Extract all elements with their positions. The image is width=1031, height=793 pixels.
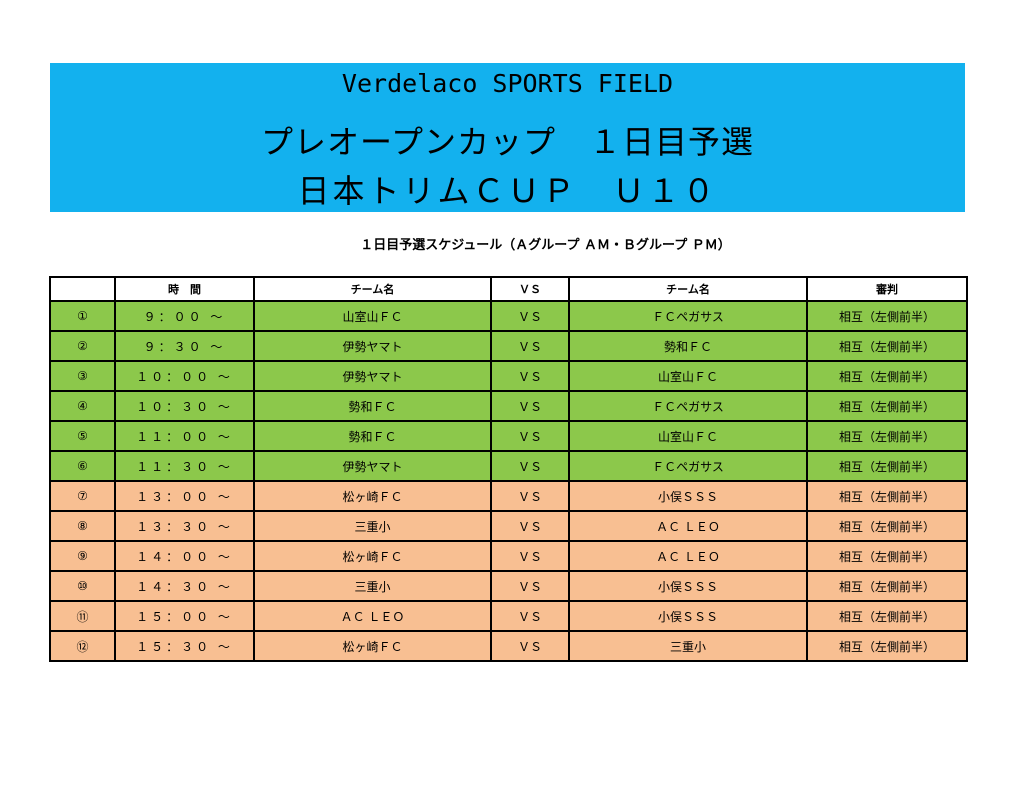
referee-cell: 相互（左側前半） [806, 390, 968, 422]
table-row: ② ９：３０ ～伊勢ヤマト ＶＳ 勢和ＦＣ 相互（左側前半） [49, 330, 968, 362]
team-left-cell: 伊勢ヤマト [253, 360, 492, 392]
match-number-cell: ① [49, 300, 116, 332]
vs-label-cell: ＶＳ [490, 570, 570, 602]
match-time-cell: １１：３０ ～ [114, 450, 255, 482]
vs-label-cell: ＶＳ [490, 630, 570, 662]
table-row: ⑥ １１：３０ ～伊勢ヤマト ＶＳ ＦＣペガサス 相互（左側前半） [49, 450, 968, 482]
team-right-cell: 山室山ＦＣ [568, 360, 808, 392]
team-right-cell: ＦＣペガサス [568, 450, 808, 482]
table-row: ⑫ １５：３０ ～松ヶ崎ＦＣ ＶＳ 三重小 相互（左側前半） [49, 630, 968, 662]
referee-cell: 相互（左側前半） [806, 420, 968, 452]
header-team2: チーム名 [568, 276, 808, 302]
match-number-cell: ⑦ [49, 480, 116, 512]
match-number-cell: ⑨ [49, 540, 116, 572]
referee-cell: 相互（左側前半） [806, 510, 968, 542]
table-row: ⑪ １５：００ ～ ＡＣ ＬＥＯ ＶＳ 小俣ＳＳＳ 相互（左側前半） [49, 600, 968, 632]
team-right-cell: ＦＣペガサス [568, 300, 808, 332]
team-left-cell: 松ヶ崎ＦＣ [253, 630, 492, 662]
vs-label-cell: ＶＳ [490, 450, 570, 482]
match-time-cell: １０：００ ～ [114, 360, 255, 392]
team-left-cell: 勢和ＦＣ [253, 390, 492, 422]
vs-label-cell: ＶＳ [490, 540, 570, 572]
team-left-cell: 松ヶ崎ＦＣ [253, 540, 492, 572]
match-time-cell: １１：００ ～ [114, 420, 255, 452]
match-time-cell: １０：３０ ～ [114, 390, 255, 422]
referee-cell: 相互（左側前半） [806, 480, 968, 512]
team-left-cell: 山室山ＦＣ [253, 300, 492, 332]
team-left-cell: 勢和ＦＣ [253, 420, 492, 452]
match-number-cell: ③ [49, 360, 116, 392]
match-number-cell: ⑪ [49, 600, 116, 632]
schedule-table: 時 間 チーム名 ＶＳ チーム名 審判 ① ９：００ ～山室山ＦＣ ＶＳ ＦＣペガサス… [49, 276, 968, 662]
match-time-cell: １３：００ ～ [114, 480, 255, 512]
referee-cell: 相互（左側前半） [806, 360, 968, 392]
header-time: 時 間 [114, 276, 255, 302]
title-banner: Verdelaco SPORTS FIELD プレオープンカップ １日目予選 日… [50, 63, 965, 212]
team-left-cell: 三重小 [253, 570, 492, 602]
team-left-cell: 伊勢ヤマト [253, 450, 492, 482]
team-right-cell: 山室山ＦＣ [568, 420, 808, 452]
header-no [49, 276, 116, 302]
match-number-cell: ⑧ [49, 510, 116, 542]
team-left-cell: ＡＣ ＬＥＯ [253, 600, 492, 632]
table-header-row: 時 間 チーム名 ＶＳ チーム名 審判 [49, 276, 968, 302]
match-time-cell: １４：３０ ～ [114, 570, 255, 602]
header-team1: チーム名 [253, 276, 492, 302]
team-right-cell: 小俣ＳＳＳ [568, 480, 808, 512]
referee-cell: 相互（左側前半） [806, 630, 968, 662]
vs-label-cell: ＶＳ [490, 420, 570, 452]
match-number-cell: ⑤ [49, 420, 116, 452]
table-row: ⑩ １４：３０ ～三重小 ＶＳ 小俣ＳＳＳ 相互（左側前半） [49, 570, 968, 602]
match-time-cell: １４：００ ～ [114, 540, 255, 572]
team-right-cell: 三重小 [568, 630, 808, 662]
table-row: ③ １０：００ ～伊勢ヤマト ＶＳ 山室山ＦＣ 相互（左側前半） [49, 360, 968, 392]
match-time-cell: １３：３０ ～ [114, 510, 255, 542]
table-row: ⑧ １３：３０ ～三重小 ＶＳ ＡＣ ＬＥＯ 相互（左側前半） [49, 510, 968, 542]
team-right-cell: ＡＣ ＬＥＯ [568, 510, 808, 542]
referee-cell: 相互（左側前半） [806, 300, 968, 332]
table-row: ④ １０：３０ ～勢和ＦＣ ＶＳ ＦＣペガサス 相互（左側前半） [49, 390, 968, 422]
header-vs: ＶＳ [490, 276, 570, 302]
referee-cell: 相互（左側前半） [806, 330, 968, 362]
table-row: ① ９：００ ～山室山ＦＣ ＶＳ ＦＣペガサス 相互（左側前半） [49, 300, 968, 332]
vs-label-cell: ＶＳ [490, 360, 570, 392]
vs-label-cell: ＶＳ [490, 510, 570, 542]
match-number-cell: ⑫ [49, 630, 116, 662]
vs-label-cell: ＶＳ [490, 480, 570, 512]
table-row: ⑦ １３：００ ～松ヶ崎ＦＣ ＶＳ 小俣ＳＳＳ 相互（左側前半） [49, 480, 968, 512]
match-number-cell: ⑩ [49, 570, 116, 602]
match-number-cell: ④ [49, 390, 116, 422]
team-left-cell: 松ヶ崎ＦＣ [253, 480, 492, 512]
match-number-cell: ⑥ [49, 450, 116, 482]
match-time-cell: １５：００ ～ [114, 600, 255, 632]
cup-title: 日本トリムＣＵＰ Ｕ１０ [297, 172, 718, 210]
venue-title: Verdelaco SPORTS FIELD [341, 69, 674, 98]
match-time-cell: ９：３０ ～ [114, 330, 255, 362]
match-time-cell: １５：３０ ～ [114, 630, 255, 662]
referee-cell: 相互（左側前半） [806, 600, 968, 632]
team-left-cell: 三重小 [253, 510, 492, 542]
vs-label-cell: ＶＳ [490, 390, 570, 422]
team-right-cell: 勢和ＦＣ [568, 330, 808, 362]
referee-cell: 相互（左側前半） [806, 570, 968, 602]
table-row: ⑤ １１：００ ～勢和ＦＣ ＶＳ 山室山ＦＣ 相互（左側前半） [49, 420, 968, 452]
referee-cell: 相互（左側前半） [806, 450, 968, 482]
match-number-cell: ② [49, 330, 116, 362]
team-right-cell: ＡＣ ＬＥＯ [568, 540, 808, 572]
team-left-cell: 伊勢ヤマト [253, 330, 492, 362]
vs-label-cell: ＶＳ [490, 300, 570, 332]
table-row: ⑨ １４：００ ～松ヶ崎ＦＣ ＶＳ ＡＣ ＬＥＯ 相互（左側前半） [49, 540, 968, 572]
team-right-cell: ＦＣペガサス [568, 390, 808, 422]
header-referee: 審判 [806, 276, 968, 302]
vs-label-cell: ＶＳ [490, 330, 570, 362]
event-title: プレオープンカップ １日目予選 [260, 123, 755, 161]
schedule-subtitle: １日目予選スケジュール（Ａグループ ＡＭ・Ｂグループ ＰＭ） [360, 238, 731, 253]
team-right-cell: 小俣ＳＳＳ [568, 600, 808, 632]
match-time-cell: ９：００ ～ [114, 300, 255, 332]
team-right-cell: 小俣ＳＳＳ [568, 570, 808, 602]
referee-cell: 相互（左側前半） [806, 540, 968, 572]
vs-label-cell: ＶＳ [490, 600, 570, 632]
